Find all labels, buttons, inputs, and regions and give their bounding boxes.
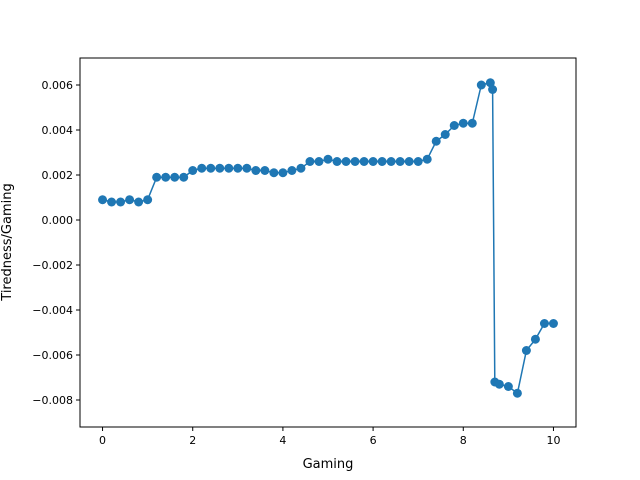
data-point [152, 172, 162, 182]
x-tick-label: 6 [370, 434, 377, 447]
data-point [404, 157, 414, 166]
data-point [332, 157, 342, 166]
data-point [377, 157, 387, 166]
data-point [107, 197, 117, 207]
data-point [296, 163, 306, 173]
y-tick-label: −0.004 [32, 304, 73, 317]
y-tick-label: 0.006 [42, 79, 74, 92]
data-point [341, 157, 351, 166]
data-point [476, 80, 486, 90]
x-axis-label: Gaming [303, 457, 354, 472]
data-point [386, 157, 396, 166]
y-tick-label: 0.004 [42, 124, 74, 137]
data-point [431, 136, 441, 146]
data-point [170, 172, 180, 182]
data-point [440, 130, 450, 139]
data-point [197, 163, 207, 173]
data-point [179, 172, 189, 182]
data-point [548, 319, 558, 328]
data-point [134, 197, 144, 207]
data-point [359, 157, 369, 166]
data-point [269, 168, 279, 178]
data-point [488, 85, 498, 94]
data-point [494, 379, 504, 389]
x-axis-ticks: 0 2 4 6 8 10 [99, 427, 560, 447]
x-tick-label: 8 [460, 434, 467, 447]
data-point [278, 168, 288, 178]
data-point [242, 163, 252, 173]
y-tick-label: −0.002 [32, 259, 73, 272]
data-point [215, 163, 225, 173]
data-point [233, 163, 243, 173]
data-point [116, 197, 126, 207]
data-point [467, 118, 477, 128]
data-point [521, 346, 531, 355]
y-tick-label: −0.006 [32, 349, 73, 362]
data-point [458, 118, 468, 128]
data-point [413, 157, 423, 166]
data-series [98, 78, 558, 398]
x-tick-label: 0 [99, 434, 106, 447]
data-point [260, 166, 270, 175]
data-point [323, 154, 333, 164]
data-point [143, 195, 153, 205]
data-point [449, 121, 459, 130]
y-tick-label: 0.000 [42, 214, 74, 227]
x-tick-label: 10 [546, 434, 560, 447]
y-axis-ticks: −0.008 −0.006 −0.004 −0.002 0.000 0.002 0.004 0… [32, 79, 80, 407]
data-point [98, 195, 108, 205]
x-tick-label: 2 [189, 434, 196, 447]
data-point [206, 163, 216, 173]
data-point [503, 382, 513, 391]
data-point [161, 172, 171, 182]
data-point [305, 157, 315, 166]
data-point [224, 163, 234, 173]
data-point [539, 319, 549, 328]
plot-frame [79, 57, 577, 428]
data-point [251, 166, 261, 175]
data-point [368, 157, 378, 166]
data-point [125, 195, 135, 205]
x-tick-label: 4 [279, 434, 286, 447]
data-point [512, 388, 522, 398]
y-axis-label: Tiredness/Gaming [0, 183, 15, 301]
data-point [395, 157, 405, 166]
data-point [485, 78, 495, 88]
data-point [422, 154, 432, 164]
y-tick-label: −0.008 [32, 394, 73, 407]
y-tick-label: 0.002 [42, 169, 74, 182]
data-point [530, 334, 540, 344]
data-point [188, 166, 198, 175]
data-point [314, 157, 324, 166]
data-point [287, 166, 297, 175]
data-point [350, 157, 360, 166]
